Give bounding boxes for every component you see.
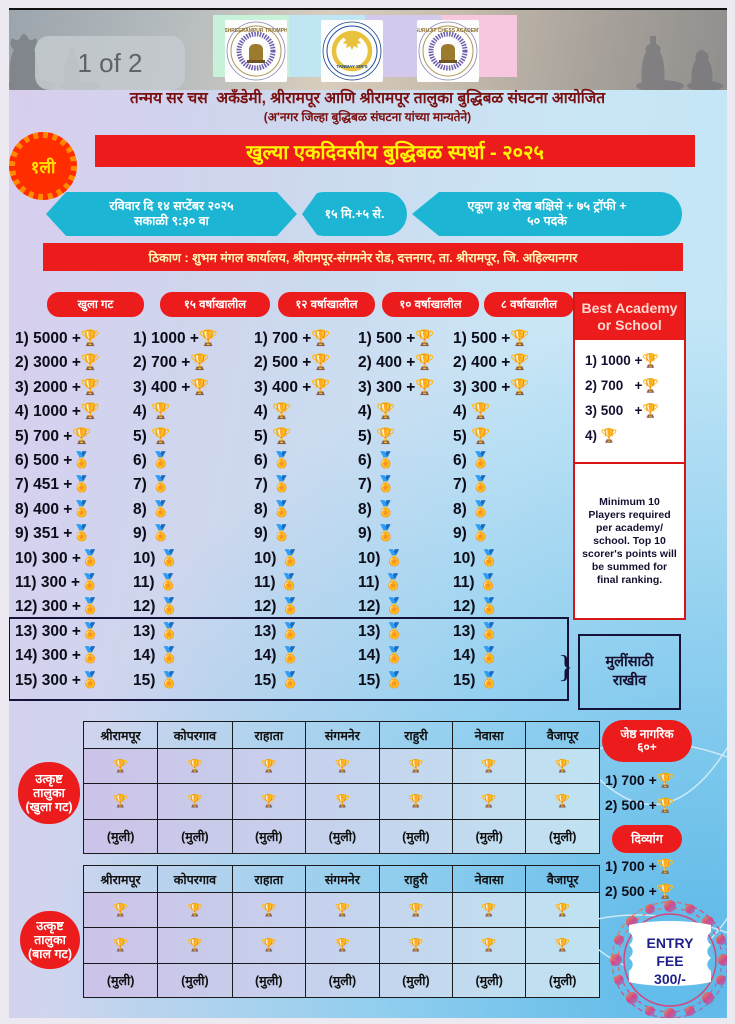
svg-text:300/-: 300/- <box>654 971 686 987</box>
svg-text:ENTRY: ENTRY <box>647 935 695 951</box>
svg-text:TANMAY SIR'S: TANMAY SIR'S <box>336 64 367 69</box>
svg-text:SHREERAMPUR TRIUMPH: SHREERAMPUR TRIUMPH <box>225 28 287 34</box>
svg-text:GURUJIT CHESS ACADEMY: GURUJIT CHESS ACADEMY <box>417 28 479 34</box>
svg-text:FEE: FEE <box>656 953 683 969</box>
